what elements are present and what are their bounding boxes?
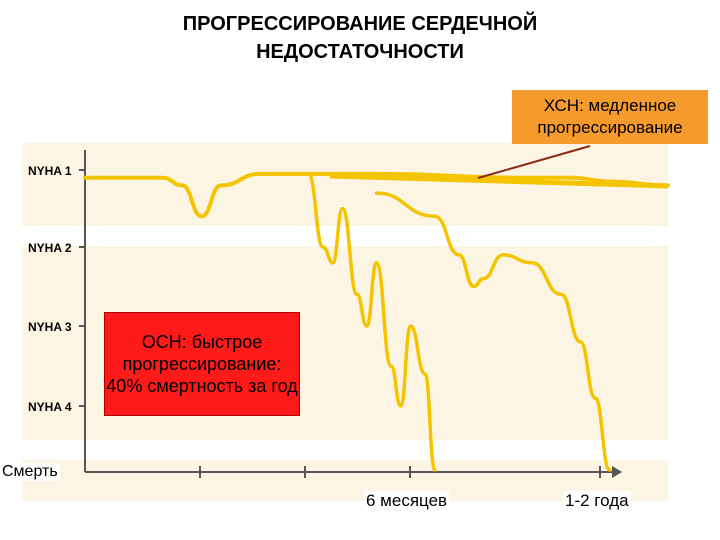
chronic-callout-text: ХСН: медленное прогрессирование [537, 96, 683, 137]
title-line-2: НЕДОСТАТОЧНОСТИ [256, 41, 464, 63]
x-axis-arrow [612, 466, 622, 478]
acute-heart-failure-callout: ОСН: быстрое прогрессирование: 40% смерт… [104, 312, 300, 416]
series-line [83, 171, 670, 219]
y-tick-label: NYHA 2 [28, 241, 72, 255]
chart-axes [79, 150, 622, 478]
x-tick-6-months: 6 месяцев [364, 491, 450, 511]
series-line [306, 172, 437, 472]
chronic-heart-failure-callout: ХСН: медленное прогрессирование [512, 90, 708, 144]
y-tick-labels: NYHA 1 NYHA 2 NYHA 3 NYHA 4 [28, 164, 72, 414]
page-title: ПРОГРЕССИРОВАНИЕ СЕРДЕЧНОЙ НЕДОСТАТОЧНОС… [90, 10, 630, 66]
acute-callout-text: ОСН: быстрое прогрессирование: 40% смерт… [106, 332, 298, 396]
x-tick-1-2-years: 1-2 года [563, 491, 631, 511]
y-tick-label: NYHA 3 [28, 320, 72, 334]
chronic-pointer-line [477, 145, 591, 179]
y-tick-label: NYHA 4 [28, 400, 72, 414]
y-tick-death: Смерть [0, 463, 60, 481]
plot-band [22, 226, 668, 246]
series-line [374, 191, 612, 472]
chronic-trend-band [329, 173, 669, 189]
plot-band [22, 440, 668, 460]
y-tick-label: NYHA 1 [28, 164, 72, 178]
chart-curves [83, 145, 670, 472]
title-line-1: ПРОГРЕССИРОВАНИЕ СЕРДЕЧНОЙ [182, 13, 538, 35]
